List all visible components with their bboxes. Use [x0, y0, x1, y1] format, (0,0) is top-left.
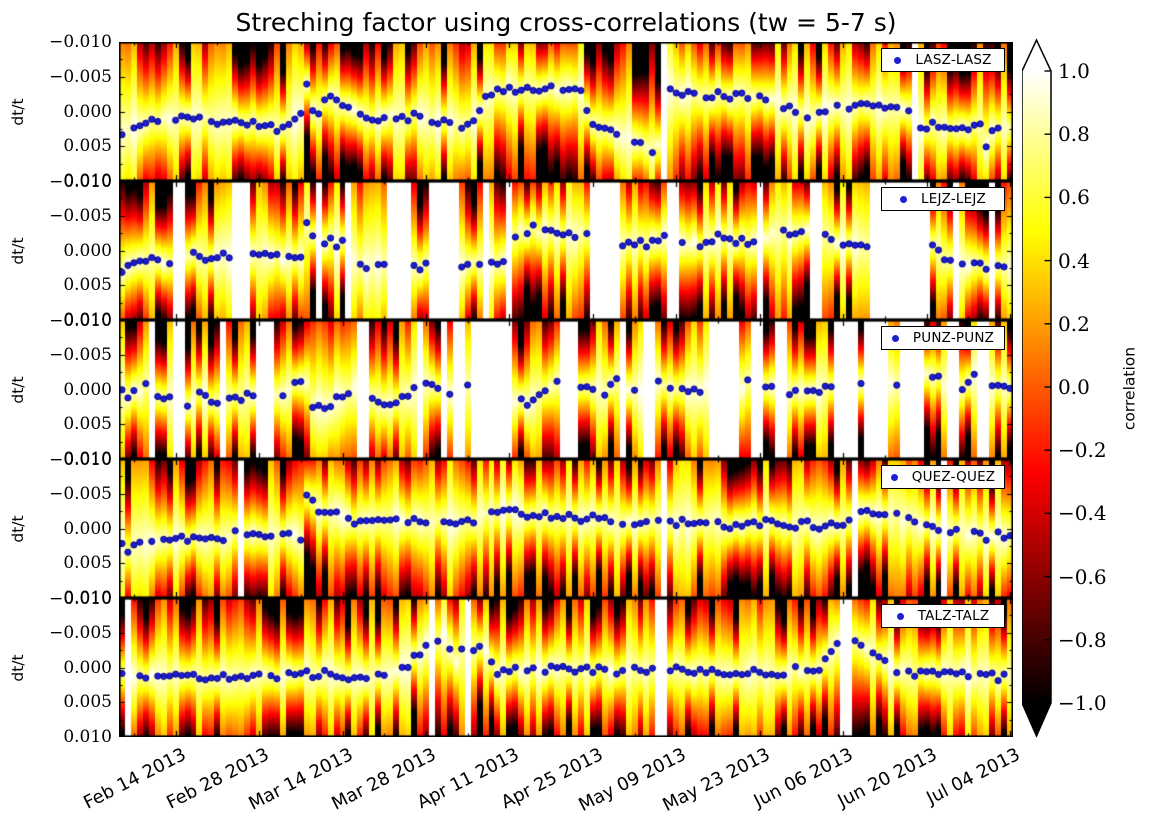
legend-lasz-lasz: LASZ-LASZ	[881, 48, 1005, 72]
colorbar	[1022, 38, 1052, 738]
subplot-heatmap-punz-punz	[119, 320, 1013, 459]
ylabel-dtt-1: dt/t	[9, 236, 27, 265]
ytick-label: 0.000	[63, 379, 112, 400]
legend-marker-icon	[891, 334, 899, 342]
colorbar-tick-label: −0.4	[1058, 501, 1107, 526]
ytick-label: 0.010	[63, 727, 112, 747]
colorbar-tick-label: 0.2	[1058, 311, 1090, 336]
ytick-label: 0.005	[63, 692, 112, 713]
ytick-label: −0.005	[49, 66, 112, 87]
colorbar-tick-label: 1.0	[1058, 59, 1090, 83]
ytick-label: 0.000	[63, 657, 112, 678]
legend-label: QUEZ-QUEZ	[911, 469, 996, 485]
colorbar-tick-label: 0.4	[1058, 248, 1090, 273]
ytick-label: 0.010	[63, 449, 112, 469]
figure-title: Streching factor using cross-correlation…	[235, 8, 897, 37]
colorbar-tick-label: 0.8	[1058, 122, 1090, 147]
ytick-label-overlap: −0.010	[49, 171, 112, 192]
colorbar-axis-label: correlation	[1120, 346, 1139, 431]
ytick-label-overlap: −0.010	[49, 310, 112, 331]
legend-marker-icon	[894, 56, 902, 64]
legend-talz-talz: TALZ-TALZ	[881, 604, 1005, 628]
ytick-label: −0.005	[49, 205, 112, 226]
ylabel-dtt-4: dt/t	[9, 653, 27, 682]
colorbar-tick-label: 0.6	[1058, 185, 1090, 210]
ytick-label: 0.000	[63, 101, 112, 122]
ytick-label: −0.010	[49, 32, 112, 52]
ytick-label: 0.005	[63, 136, 112, 157]
colorbar-tick-label: −1.0	[1058, 691, 1107, 715]
xtick-label: Feb 14 2013	[79, 744, 190, 814]
colorbar-tick-label: −0.8	[1058, 627, 1107, 652]
legend-lejz-lejz: LEJZ-LEJZ	[881, 187, 1005, 211]
ylabel-dtt-2: dt/t	[9, 375, 27, 404]
legend-label: PUNZ-PUNZ	[912, 330, 995, 346]
ytick-label: −0.005	[49, 483, 112, 504]
legend-label: LASZ-LASZ	[915, 52, 992, 68]
ytick-label: 0.005	[63, 553, 112, 574]
legend-marker-icon	[890, 473, 898, 481]
ylabel-dtt-0: dt/t	[9, 97, 27, 126]
legend-label: TALZ-TALZ	[917, 608, 990, 624]
ytick-label: 0.010	[63, 310, 112, 330]
colorbar-tick-label: −0.2	[1058, 438, 1107, 463]
legend-punz-punz: PUNZ-PUNZ	[881, 326, 1005, 350]
ytick-label-overlap: −0.010	[49, 588, 112, 609]
legend-marker-icon	[896, 612, 904, 620]
ytick-label: 0.010	[63, 171, 112, 191]
ytick-label: −0.005	[49, 344, 112, 365]
colorbar-tick-label: −0.6	[1058, 564, 1107, 589]
subplot-heatmap-lasz-lasz	[119, 42, 1013, 181]
ytick-label-overlap: −0.010	[49, 449, 112, 470]
colorbar-arrow-body	[1022, 38, 1052, 738]
subplot-heatmap-quez-quez	[119, 459, 1013, 598]
ytick-label: −0.005	[49, 622, 112, 643]
legend-label: LEJZ-LEJZ	[921, 191, 986, 207]
colorbar-tickmarks	[1044, 70, 1051, 704]
legend-marker-icon	[900, 195, 907, 203]
colorbar-tick-label: 0.0	[1058, 375, 1090, 399]
subplot-heatmap-talz-talz	[119, 598, 1013, 737]
ytick-label: 0.000	[63, 518, 112, 539]
ytick-label: 0.000	[63, 240, 112, 261]
subplot-heatmap-lejz-lejz	[119, 181, 1013, 320]
ylabel-dtt-3: dt/t	[9, 514, 27, 543]
ytick-label: 0.005	[63, 414, 112, 435]
ytick-label: 0.010	[63, 588, 112, 608]
ytick-label: 0.005	[63, 275, 112, 296]
legend-quez-quez: QUEZ-QUEZ	[881, 465, 1005, 489]
